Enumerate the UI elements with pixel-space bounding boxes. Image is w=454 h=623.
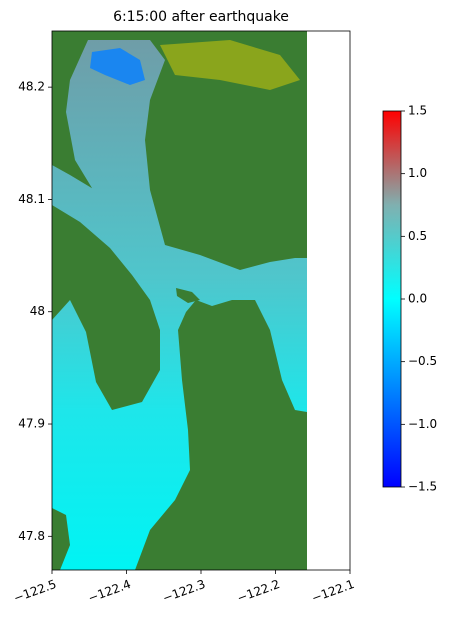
land-corner bbox=[52, 508, 70, 570]
colorbar-tick-label: 0.5 bbox=[408, 229, 427, 243]
island bbox=[176, 288, 200, 303]
x-tick-label: −122.4 bbox=[86, 577, 133, 605]
colorbar-tick-label: −1.0 bbox=[408, 417, 437, 431]
y-tick-label: 48 bbox=[30, 304, 45, 318]
deep-water bbox=[90, 48, 145, 85]
colorbar-tick-label: 0.0 bbox=[408, 292, 427, 306]
colorbar bbox=[382, 110, 402, 488]
y-tick-label: 47.8 bbox=[18, 529, 45, 543]
y-tick-label: 48.2 bbox=[18, 80, 45, 94]
water bbox=[52, 40, 307, 570]
colorbar-tick-label: −0.5 bbox=[408, 354, 437, 368]
peninsula bbox=[52, 205, 160, 410]
x-tick-label: −122.1 bbox=[310, 577, 357, 605]
colorbar-tick-label: 1.0 bbox=[408, 166, 427, 180]
y-tick-label: 48.1 bbox=[18, 192, 45, 206]
colorbar-tick-label: 1.5 bbox=[408, 104, 427, 118]
chart-title: 6:15:00 after earthquake bbox=[113, 9, 289, 25]
shore bbox=[160, 40, 300, 90]
land-top bbox=[52, 31, 307, 40]
map bbox=[52, 31, 307, 570]
x-tick-label: −122.3 bbox=[161, 577, 208, 605]
x-tick-label: −122.2 bbox=[235, 577, 282, 605]
x-tick-label: −122.5 bbox=[12, 577, 59, 605]
y-tick-label: 47.9 bbox=[18, 417, 45, 431]
colorbar-tick-label: −1.5 bbox=[408, 480, 437, 494]
